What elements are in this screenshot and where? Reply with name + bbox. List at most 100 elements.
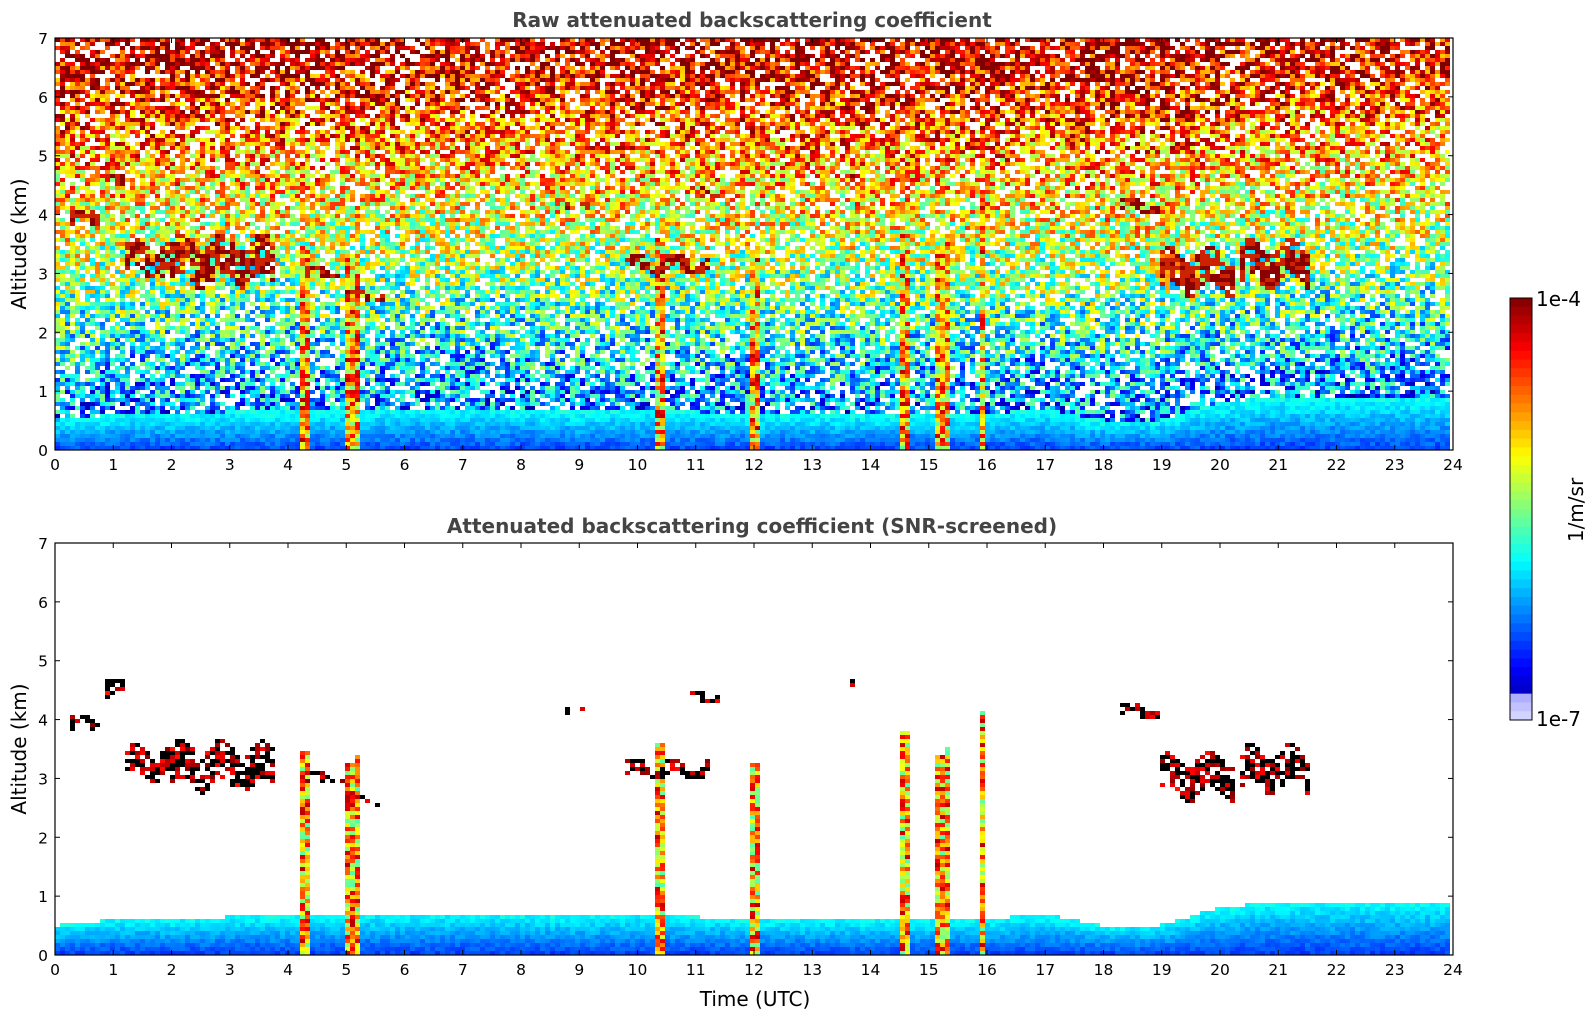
heatmap-cell — [305, 234, 310, 238]
heatmap-cell — [120, 58, 125, 62]
heatmap-cell — [305, 42, 310, 46]
heatmap-cell — [170, 134, 175, 138]
heatmap-cell — [260, 38, 265, 42]
heatmap-cell — [205, 390, 210, 394]
heatmap-cell — [220, 194, 225, 198]
heatmap-cell — [210, 174, 215, 178]
heatmap-cell — [220, 390, 225, 394]
heatmap-cell — [105, 426, 110, 430]
heatmap-cell — [165, 70, 170, 74]
heatmap-cell — [65, 170, 70, 174]
heatmap-cell — [110, 390, 115, 394]
heatmap-cell — [220, 242, 225, 246]
heatmap-cell — [200, 102, 205, 106]
heatmap-cell — [180, 406, 185, 410]
heatmap-cell — [125, 162, 130, 166]
heatmap-cell — [160, 38, 165, 42]
heatmap-cell — [180, 58, 185, 62]
heatmap-cell — [300, 366, 305, 370]
heatmap-cell — [55, 70, 60, 74]
heatmap-cell — [70, 62, 75, 66]
heatmap-cell — [285, 126, 290, 130]
heatmap-cell — [145, 98, 150, 102]
heatmap-cell — [205, 150, 210, 154]
heatmap-cell — [210, 138, 215, 142]
heatmap-cell — [260, 150, 265, 154]
heatmap-cell — [345, 58, 350, 62]
heatmap-cell — [255, 114, 260, 118]
heatmap-cell — [250, 422, 255, 426]
heatmap-cell — [70, 338, 75, 342]
heatmap-cell — [205, 198, 210, 202]
heatmap-cell — [70, 110, 75, 114]
heatmap-cell — [95, 54, 100, 58]
heatmap-cell — [185, 86, 190, 90]
heatmap-cell — [155, 410, 160, 414]
heatmap-cell — [310, 310, 315, 314]
heatmap-cell — [345, 138, 350, 142]
heatmap-cell — [145, 194, 150, 198]
heatmap-cell — [340, 90, 345, 94]
heatmap-cell — [225, 98, 230, 102]
heatmap-cell — [280, 358, 285, 362]
heatmap-cell — [225, 446, 230, 450]
heatmap-cell — [255, 126, 260, 130]
heatmap-cell — [130, 234, 135, 238]
heatmap-cell — [135, 66, 140, 70]
heatmap-cell — [260, 270, 265, 274]
heatmap-cell — [115, 310, 120, 314]
heatmap-cell — [100, 326, 105, 330]
heatmap-cell — [80, 430, 85, 434]
heatmap-cell — [230, 262, 235, 266]
heatmap-cell — [330, 446, 335, 450]
heatmap-cell — [250, 250, 255, 254]
heatmap-cell — [160, 230, 165, 234]
heatmap-cell — [130, 50, 135, 54]
heatmap-cell — [305, 442, 310, 446]
heatmap-cell — [250, 134, 255, 138]
heatmap-cell — [125, 274, 130, 278]
heatmap-cell — [275, 182, 280, 186]
heatmap-cell — [335, 286, 340, 290]
heatmap-cell — [310, 254, 315, 258]
heatmap-cell — [335, 166, 340, 170]
heatmap-cell — [230, 302, 235, 306]
heatmap-cell — [260, 58, 265, 62]
heatmap-cell — [345, 102, 350, 106]
heatmap-cell — [150, 154, 155, 158]
heatmap-cell — [85, 286, 90, 290]
heatmap-cell — [130, 354, 135, 358]
heatmap-cell — [180, 290, 185, 294]
heatmap-cell — [300, 306, 305, 310]
heatmap-cell — [140, 374, 145, 378]
heatmap-cell — [235, 374, 240, 378]
heatmap-cell — [345, 306, 350, 310]
heatmap-cell — [280, 422, 285, 426]
heatmap-cell — [335, 222, 340, 226]
heatmap-cell — [75, 406, 80, 410]
heatmap-cell — [255, 298, 260, 302]
heatmap-cell — [100, 38, 105, 42]
heatmap-cell — [280, 406, 285, 410]
heatmap-cell — [240, 250, 245, 254]
heatmap-cell — [95, 262, 100, 266]
heatmap-cell — [300, 378, 305, 382]
heatmap-cell — [200, 350, 205, 354]
heatmap-cell — [165, 362, 170, 366]
heatmap-cell — [160, 78, 165, 82]
heatmap-cell — [195, 54, 200, 58]
heatmap-cell — [120, 110, 125, 114]
heatmap-cell — [310, 434, 315, 438]
heatmap-cell — [90, 306, 95, 310]
heatmap-cell — [245, 66, 250, 70]
heatmap-cell — [165, 114, 170, 118]
heatmap-cell — [275, 278, 280, 282]
heatmap-cell — [240, 270, 245, 274]
heatmap-cell — [85, 414, 90, 418]
heatmap-cell — [140, 54, 145, 58]
heatmap-cell — [165, 46, 170, 50]
heatmap-cell — [240, 226, 245, 230]
heatmap-cell — [200, 170, 205, 174]
heatmap-cell — [200, 290, 205, 294]
heatmap-cell — [160, 330, 165, 334]
